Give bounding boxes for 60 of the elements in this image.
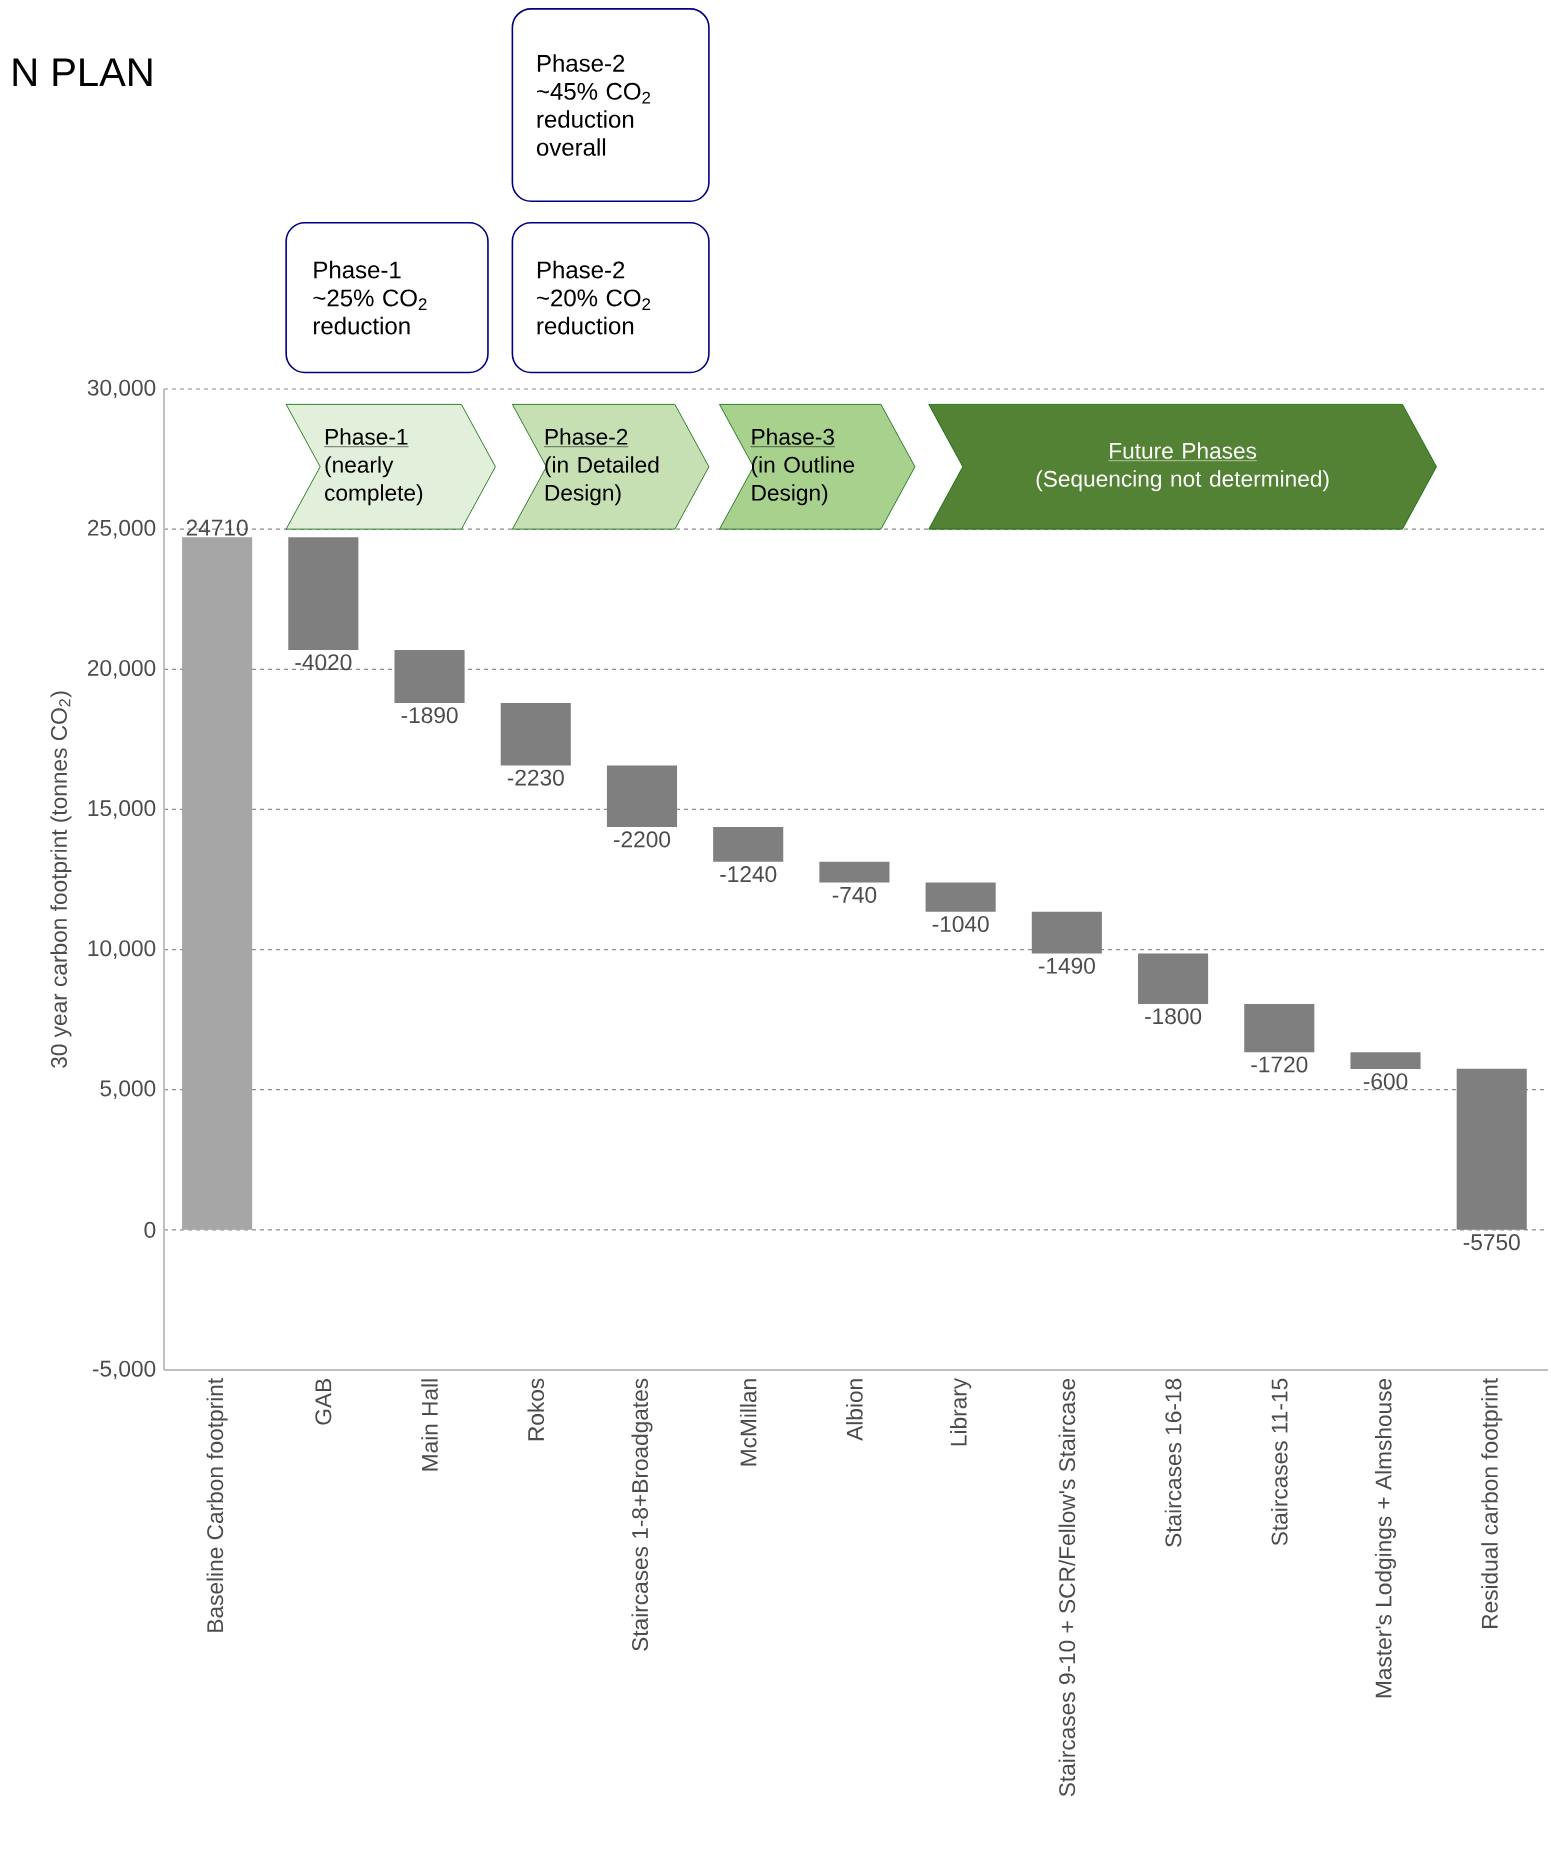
text: Phase-2 ~45% CO$_{2}$ reduction overall — [536, 54, 651, 156]
bar — [288, 537, 359, 650]
annotation: Phase-2 — [545, 428, 628, 445]
data-label: -1490 — [1038, 957, 1095, 974]
x-tick-label: McMillan — [739, 1379, 757, 1466]
bar — [1138, 953, 1209, 1004]
bar — [713, 827, 784, 862]
y-tick-label: 25,000 — [88, 519, 156, 539]
data-label: -1720 — [1251, 1056, 1308, 1073]
annotation: (nearly complete) — [325, 456, 423, 506]
bar — [819, 861, 890, 883]
annotation: Phase-1 — [325, 428, 408, 445]
data-label: -5750 — [1463, 1234, 1520, 1251]
y-tick-label: 30,000 — [87, 379, 156, 399]
bar — [1031, 911, 1102, 954]
y-tick-label: -5,000 — [92, 1360, 156, 1380]
bar — [925, 882, 996, 912]
x-tick-label: Rokos — [527, 1378, 545, 1441]
y-tick-label: 20,000 — [88, 659, 156, 679]
bar — [1456, 1068, 1527, 1230]
x-tick-label: GAB — [315, 1379, 332, 1425]
x-tick-label: Residual carbon footprint — [1481, 1378, 1503, 1628]
text: Phase-2 ~20% CO$_{2}$ reduction — [537, 260, 651, 335]
y-tick-label: 0 — [144, 1221, 156, 1238]
annotation: (Sequencing not determined) — [1036, 470, 1329, 492]
bar — [500, 702, 571, 766]
bar — [606, 765, 678, 828]
data-label: -2230 — [507, 769, 564, 786]
data-label: -1890 — [401, 707, 458, 724]
x-tick-label: Staircases 1-8+Broadgates — [631, 1378, 653, 1651]
x-tick-label: Staircases 16-18 — [1164, 1378, 1182, 1547]
x-tick-label: Staircases 11-15 — [1270, 1378, 1288, 1546]
annotation: Phase-3 — [752, 428, 834, 445]
y-tick-label: 5,000 — [100, 1080, 156, 1100]
annotation: (in Outline Design) — [751, 456, 855, 506]
data-label: -4020 — [295, 654, 352, 671]
data-label: -1040 — [932, 915, 989, 933]
chart-title: N PLAN — [13, 58, 152, 87]
bar — [182, 537, 253, 1230]
bar — [1350, 1052, 1421, 1069]
data-label: -1800 — [1145, 1008, 1202, 1025]
data-label: -740 — [832, 886, 877, 903]
x-tick-label: Main Hall — [421, 1379, 438, 1471]
x-tick-label: Library — [950, 1377, 972, 1446]
x-tick-label: Baseline Carbon footprint — [206, 1378, 228, 1632]
bar — [1244, 1003, 1315, 1053]
annotation: Future Phases — [1110, 442, 1257, 459]
y-axis-title: 30 year carbon footprint (tonnes CO$_{2}$) — [50, 691, 72, 1068]
x-tick-label: Albion — [846, 1379, 863, 1441]
y-tick-label: 10,000 — [88, 940, 156, 959]
text: Phase-1 ~25% CO$_{2}$ reduction — [313, 260, 427, 335]
data-label: -600 — [1363, 1073, 1408, 1090]
bar — [394, 649, 465, 703]
data-label: 24710 — [186, 519, 248, 536]
y-tick-label: 15,000 — [88, 800, 156, 819]
data-label: -1240 — [720, 866, 777, 883]
x-tick-label: Staircases 9-10 + SCR/Fellow's Staircase — [1058, 1378, 1076, 1797]
x-tick-label: Master's Lodgings + Almshouse — [1374, 1378, 1397, 1698]
data-label: -2200 — [614, 831, 671, 848]
annotation: (in Detailed Design) — [545, 456, 659, 506]
